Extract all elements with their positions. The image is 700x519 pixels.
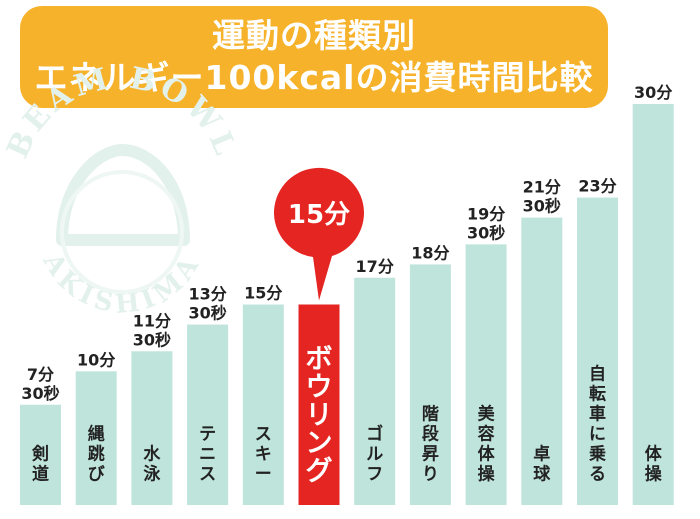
category-label-4: テニス [199,424,216,484]
bar-5 [242,304,284,505]
value-label-9: 19分 30秒 [467,204,505,242]
value-label-12: 30分 [634,83,672,102]
bar-7 [354,277,396,505]
category-label-10: 卓球 [533,443,551,484]
category-label-12: 体操 [645,443,663,484]
bar-2 [75,371,117,505]
category-label-6: ボウリング [306,344,333,487]
bar-9 [465,244,507,505]
value-label-10: 21分 30秒 [523,178,561,216]
bar-10 [521,217,563,505]
category-label-5: スキー [255,424,272,484]
category-label-8: 階段昇り [422,404,439,484]
category-label-11: 自転車に乗る [588,363,606,484]
callout-bubble [273,167,364,301]
category-label-7: ゴルフ [366,423,383,484]
watermark-bottom-text: AKISHIMA [36,247,207,320]
category-label-2: 縄跳び [88,423,105,484]
value-label-7: 17分 [356,257,394,276]
bar-11 [577,197,618,506]
title-line-2: エネルギー100kcalの消費時間比較 [34,58,594,97]
bar-3 [131,351,173,505]
bar-1 [20,404,61,505]
bowling-pin-icon [56,144,190,246]
title-line-1: 運動の種類別 [212,16,416,55]
value-label-4: 13分 30秒 [188,285,226,323]
value-label-1: 7分 30秒 [21,365,59,403]
title-banner: 運動の種類別 エネルギー100kcalの消費時間比較 [20,6,608,108]
callout-text: 15分 [288,200,350,230]
value-label-3: 11分 30秒 [133,311,171,349]
category-label-1: 剣道 [31,443,49,484]
bar-4 [187,324,229,505]
category-label-3: 水泳 [143,443,161,484]
logo-ring-icon [60,170,184,294]
beam-bowl-logo-watermark: BEAM BOWL AKISHIMA [0,61,239,320]
value-label-5: 15分 [244,284,282,303]
value-label-8: 18分 [411,243,449,262]
category-label-9: 美容体操 [478,403,496,484]
bar-6 [298,304,340,505]
value-label-11: 23分 [578,177,616,196]
bar-12 [632,104,674,505]
value-label-2: 10分 [77,350,115,369]
bar-8 [409,264,451,505]
